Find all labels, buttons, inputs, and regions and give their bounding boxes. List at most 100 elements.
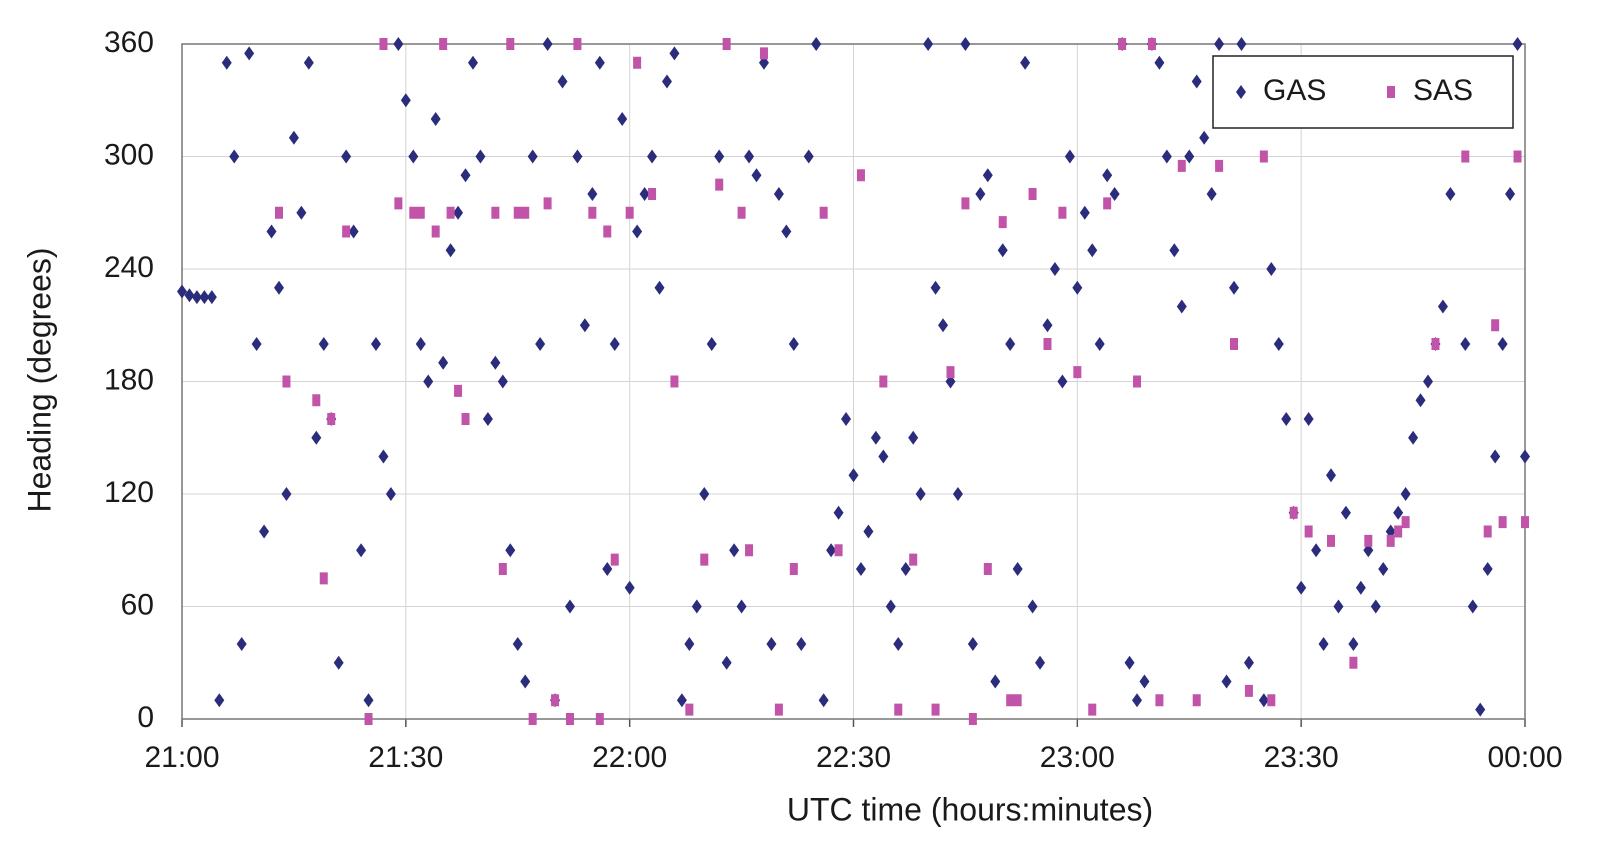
data-point (609, 337, 620, 351)
data-point (997, 243, 1008, 258)
data-point (273, 280, 284, 295)
data-point (1058, 206, 1067, 219)
data-point (961, 197, 970, 210)
y-tick-label: 240 (104, 251, 154, 284)
data-point (879, 375, 888, 388)
data-point (572, 149, 583, 164)
data-point (722, 38, 731, 50)
x-tick-label: 21:30 (368, 741, 443, 774)
data-point (1394, 525, 1403, 538)
data-point (1482, 562, 1493, 576)
data-point (1490, 449, 1501, 464)
data-point (1327, 534, 1336, 547)
data-point (855, 562, 866, 576)
data-point (453, 205, 464, 220)
data-point (610, 553, 619, 566)
data-point (1437, 299, 1448, 314)
data-point (467, 55, 478, 70)
data-point (281, 487, 292, 501)
data-point (960, 37, 971, 51)
data-point (439, 38, 448, 50)
data-point (348, 224, 359, 239)
data-point (729, 543, 740, 558)
data-point (1505, 187, 1516, 201)
data-point (498, 563, 507, 575)
data-point (475, 149, 486, 164)
x-tick-label: 22:30 (816, 741, 891, 774)
data-point (251, 337, 262, 351)
data-point (676, 693, 687, 708)
data-point (543, 197, 552, 210)
legend-marker (1387, 86, 1395, 98)
data-point (288, 130, 299, 145)
data-point (848, 468, 859, 483)
data-point (856, 169, 865, 182)
data-point (803, 149, 814, 164)
data-point (715, 178, 724, 191)
y-tick-label: 180 (104, 363, 154, 396)
data-point (1191, 74, 1202, 89)
data-point (1229, 280, 1240, 295)
data-point (1497, 337, 1508, 351)
data-point (1147, 38, 1156, 50)
data-point (1326, 468, 1337, 483)
data-point (199, 290, 210, 305)
data-point (1423, 374, 1434, 389)
data-point (908, 430, 919, 445)
data-point (685, 703, 694, 716)
data-point (893, 637, 904, 651)
data-point (1079, 205, 1090, 220)
data-point (968, 713, 977, 725)
data-point (1221, 674, 1232, 689)
data-point (796, 637, 807, 651)
data-point (1304, 525, 1313, 538)
data-point (1461, 150, 1470, 163)
data-point (506, 38, 515, 50)
data-point (1057, 374, 1068, 389)
data-point (714, 149, 725, 164)
data-point (408, 149, 419, 164)
data-point (789, 563, 798, 575)
data-point (841, 412, 852, 426)
data-point (1176, 299, 1187, 314)
data-point (870, 430, 881, 445)
data-point (282, 375, 291, 388)
data-point (625, 206, 634, 219)
data-point (1408, 430, 1419, 445)
data-point (244, 46, 255, 61)
plot-frame (181, 43, 1526, 720)
data-point (617, 112, 628, 126)
data-point (745, 544, 754, 557)
data-point (573, 38, 582, 50)
data-point (826, 543, 837, 558)
data-point (648, 188, 657, 200)
data-point (624, 580, 635, 595)
data-point (1311, 543, 1322, 558)
data-point (1177, 159, 1186, 172)
data-point (1348, 637, 1359, 651)
data-point (1296, 580, 1307, 595)
data-point (491, 206, 500, 219)
data-point (774, 703, 783, 716)
data-point (1155, 694, 1164, 707)
data-point (400, 93, 411, 108)
data-point (438, 355, 449, 370)
data-point (915, 487, 926, 501)
data-point (788, 337, 799, 351)
data-point (1087, 243, 1098, 258)
data-point (1491, 319, 1500, 332)
data-point (393, 37, 404, 51)
data-point (602, 562, 613, 576)
data-point (579, 318, 590, 333)
y-tick-label: 120 (104, 476, 154, 509)
legend-label: SAS (1413, 74, 1473, 107)
data-point (446, 206, 455, 219)
data-point (527, 149, 538, 164)
data-point (766, 637, 777, 651)
x-tick-label: 21:00 (144, 741, 219, 774)
data-point (1102, 168, 1113, 183)
data-point (312, 394, 321, 407)
data-point (1378, 562, 1389, 576)
data-point (1073, 366, 1082, 379)
data-point (998, 216, 1007, 229)
